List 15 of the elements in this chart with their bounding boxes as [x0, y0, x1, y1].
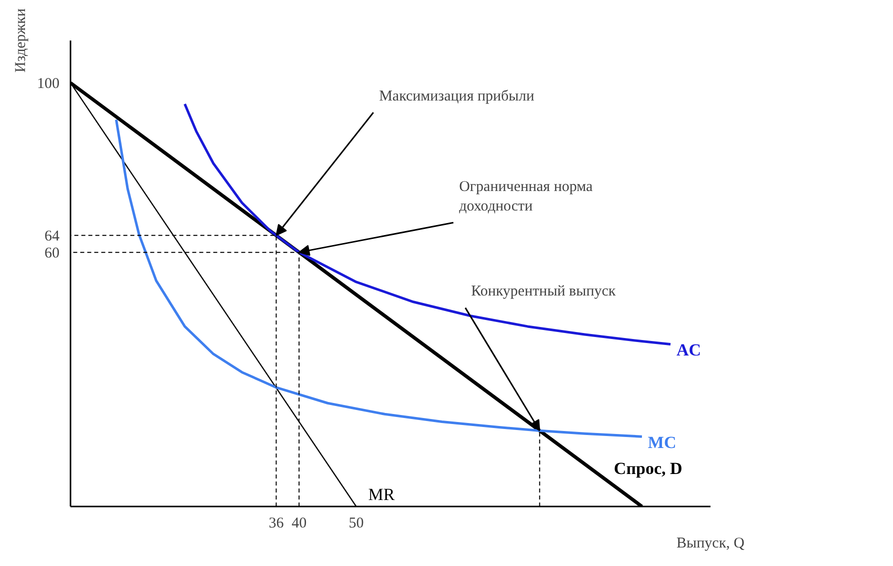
annotation: Конкурентный выпуск — [471, 284, 616, 300]
series-label: MR — [368, 485, 396, 504]
series-label: AC — [676, 340, 702, 360]
annotation: Максимизация прибыли — [379, 88, 534, 104]
y-tick-label: 100 — [37, 76, 60, 92]
x-tick-label: 40 — [292, 516, 307, 532]
series-label: MC — [648, 433, 676, 452]
y-tick-label: 64 — [44, 228, 60, 244]
series-label: Спрос, D — [614, 459, 682, 478]
x-axis-title: Выпуск, Q — [676, 536, 745, 552]
y-axis-title: Издержки — [13, 8, 29, 72]
x-tick-label: 36 — [268, 516, 284, 532]
y-tick-label: 60 — [44, 245, 60, 262]
x-tick-label: 50 — [348, 516, 364, 532]
annotation: Ограниченная норма доходности — [459, 179, 594, 214]
